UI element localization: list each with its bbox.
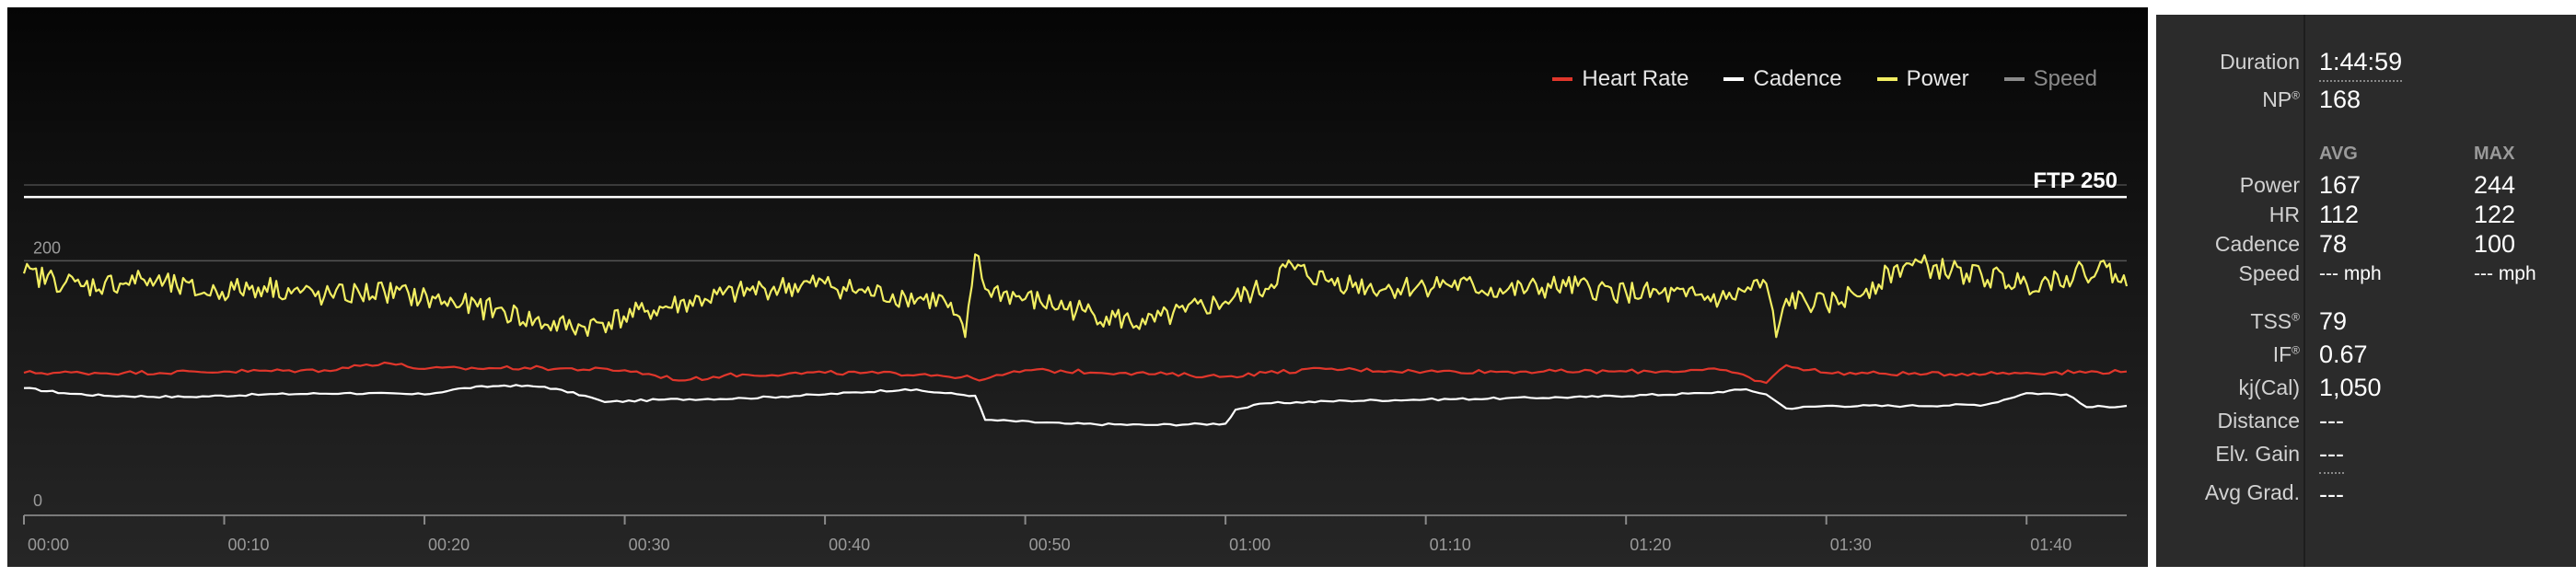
x-tick-label-6: 01:00 xyxy=(1229,536,1271,554)
hr-max: 122 xyxy=(2474,201,2516,228)
elv-gain-value: --- xyxy=(2319,440,2344,474)
x-tick-label-9: 01:30 xyxy=(1830,536,1872,554)
legend-label-power: Power xyxy=(1906,66,1969,91)
duration-value: 1:44:59 xyxy=(2319,48,2403,82)
legend-swatch-cadence xyxy=(1723,77,1745,81)
power-label: Power xyxy=(2239,173,2300,197)
cadence-avg: 78 xyxy=(2319,230,2348,258)
cadence-label: Cadence xyxy=(2214,232,2300,256)
stats-panel: Duration 1:44:59 NP® 168 AVG MAX Power 1… xyxy=(2156,15,2576,567)
kj-label: kj(Cal) xyxy=(2238,375,2300,399)
y-tick-label-0: 0 xyxy=(33,491,42,510)
legend-power[interactable]: Power xyxy=(1876,66,1969,92)
tss-label: TSS® xyxy=(2250,309,2300,334)
np-label-text: NP xyxy=(2262,87,2292,111)
legend-cadence[interactable]: Cadence xyxy=(1723,66,1842,92)
legend-label-heart-rate: Heart Rate xyxy=(1582,66,1689,91)
chart-panel: 200 0 FTP 250 00:00 00:10 00:20 00:30 00:40 00:5… xyxy=(7,7,2148,567)
x-tick-label-4: 00:40 xyxy=(829,536,870,554)
cadence-max: 100 xyxy=(2474,230,2516,258)
duration-label: Duration xyxy=(2220,50,2300,74)
speed-avg: --- mph xyxy=(2319,263,2382,284)
y-tick-label-200: 200 xyxy=(33,238,61,257)
series-line-cadence xyxy=(23,384,2128,427)
if-mark: ® xyxy=(2292,343,2300,357)
x-tick-label-5: 00:50 xyxy=(1029,536,1071,554)
np-label: NP® xyxy=(2262,87,2300,112)
elv-gain-label: Elv. Gain xyxy=(2215,442,2300,466)
legend-label-speed: Speed xyxy=(2033,66,2097,91)
max-header: MAX xyxy=(2474,144,2515,164)
avg-header: AVG xyxy=(2319,144,2358,164)
if-value: 0.67 xyxy=(2319,340,2368,368)
hr-label: HR xyxy=(2269,202,2300,226)
if-label: IF® xyxy=(2273,342,2300,367)
legend-label-cadence: Cadence xyxy=(1753,66,1842,91)
legend-swatch-heart-rate xyxy=(1552,77,1573,81)
tss-mark: ® xyxy=(2292,310,2300,324)
legend-speed[interactable]: Speed xyxy=(2003,66,2097,92)
series-line-power xyxy=(22,253,2129,339)
hr-avg: 112 xyxy=(2319,201,2360,228)
legend-swatch-speed xyxy=(2003,77,2025,81)
avg-grad-label: Avg Grad. xyxy=(2204,480,2300,504)
avg-grad-value: --- xyxy=(2319,480,2344,508)
ftp-label: FTP 250 xyxy=(2033,168,2118,193)
series-line-heart-rate xyxy=(23,361,2128,385)
tss-label-text: TSS xyxy=(2250,309,2292,333)
np-value: 168 xyxy=(2319,86,2361,113)
x-tick-label-3: 00:30 xyxy=(629,536,670,554)
legend-swatch-power xyxy=(1876,77,1897,81)
power-avg: 167 xyxy=(2319,171,2361,199)
kj-value: 1,050 xyxy=(2319,374,2382,401)
x-tick-label-1: 00:10 xyxy=(228,536,270,554)
speed-label: Speed xyxy=(2238,261,2300,285)
stats-divider xyxy=(2303,15,2305,567)
x-tick-label-2: 00:20 xyxy=(428,536,470,554)
if-label-text: IF xyxy=(2272,342,2292,366)
speed-max: --- mph xyxy=(2474,263,2536,284)
distance-label: Distance xyxy=(2217,409,2300,433)
tss-value: 79 xyxy=(2319,307,2348,335)
x-tick-label-0: 00:00 xyxy=(28,536,69,554)
x-tick-label-10: 01:40 xyxy=(2030,536,2071,554)
power-max: 244 xyxy=(2474,171,2516,199)
x-tick-label-7: 01:10 xyxy=(1430,536,1471,554)
np-mark: ® xyxy=(2292,88,2300,102)
chart-legend: Heart Rate Cadence Power Speed xyxy=(1552,66,2097,92)
activity-chart: 200 0 FTP 250 00:00 00:10 00:20 00:30 00:40 00:5… xyxy=(22,168,2129,554)
distance-value: --- xyxy=(2319,407,2344,434)
legend-heart-rate[interactable]: Heart Rate xyxy=(1552,66,1688,92)
x-tick-label-8: 01:20 xyxy=(1630,536,1671,554)
